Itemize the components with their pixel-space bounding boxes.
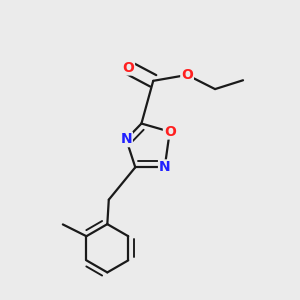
Text: O: O [164,124,176,139]
Text: O: O [181,68,193,82]
Text: N: N [159,160,170,174]
Text: O: O [122,61,134,75]
Text: N: N [120,132,132,146]
